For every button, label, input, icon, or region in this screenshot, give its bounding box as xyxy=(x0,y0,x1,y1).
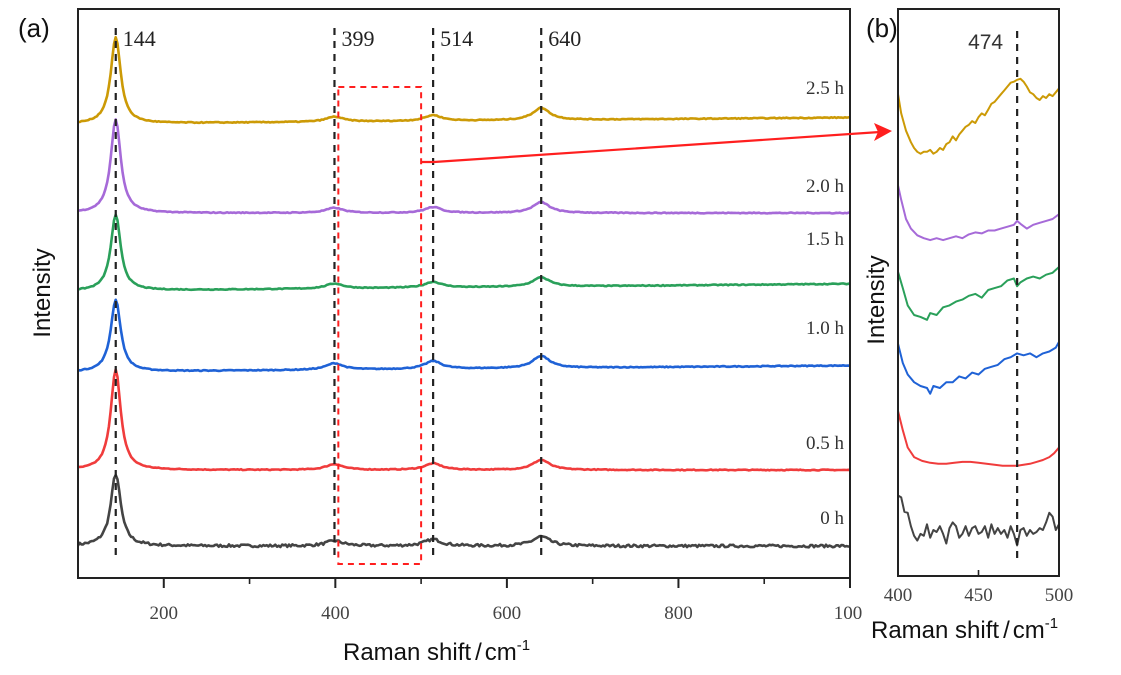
inset-trace-1-5-h xyxy=(897,266,1060,321)
series-label-1-0-h: 1.0 h xyxy=(806,318,845,339)
panel-a-peak-lines: 144 399 514 640 xyxy=(114,26,581,557)
panel-b-frame xyxy=(897,8,1060,577)
series-label-0-h: 0 h xyxy=(820,508,844,529)
panel-b-traces xyxy=(897,77,1060,547)
trace-2-0-h xyxy=(77,118,851,215)
trace-2-5-h xyxy=(78,35,851,125)
panel-a-traces xyxy=(76,35,851,549)
panel-a-plot: 144 399 514 640 200 400 600 800 100 0 h 0.5 h 1.0… xyxy=(29,8,863,666)
peak-label-144: 144 xyxy=(123,26,156,51)
panel-b-x-ticks: 400 450 500 xyxy=(884,570,1074,606)
trace-0-5-h xyxy=(77,368,851,472)
inset-peak-label-474: 474 xyxy=(968,31,1003,54)
series-label-0-5-h: 0.5 h xyxy=(806,433,845,454)
inset-trace-2-5-h xyxy=(897,77,1060,155)
inset-trace-0-5-h xyxy=(897,410,1060,467)
highlight-box xyxy=(337,86,423,565)
peak-label-514: 514 xyxy=(440,26,473,51)
x-tick-label-200: 200 xyxy=(150,603,179,624)
panel-a-x-ticks: 200 400 600 800 100 xyxy=(150,578,863,624)
trace-1-5-h xyxy=(77,213,851,292)
x-title-main: Raman shift xyxy=(343,639,471,666)
series-label-1-5-h: 1.5 h xyxy=(806,229,845,250)
zoom-arrow xyxy=(421,123,892,164)
panel-b-y-axis-title: Intensity xyxy=(863,255,890,344)
trace-1-0-h xyxy=(77,298,851,373)
inset-x-tick-label-400: 400 xyxy=(884,585,913,606)
panel-a-x-axis-title-text: Raman shift / cm-1 xyxy=(343,637,530,666)
series-label-2-5-h: 2.5 h xyxy=(806,78,845,99)
inset-trace-2-0-h xyxy=(897,185,1060,242)
panel-a-y-axis-title: Intensity xyxy=(29,248,56,337)
panel-b-x-axis-title: Raman shift / cm-1 xyxy=(871,615,1058,644)
highlight-rect xyxy=(337,86,423,565)
inset-x-tick-label-500: 500 xyxy=(1045,585,1074,606)
series-label-2-0-h: 2.0 h xyxy=(806,176,845,197)
arrow-head-icon xyxy=(874,123,892,141)
trace-0-h xyxy=(76,473,851,549)
inset-trace-0-h xyxy=(897,494,1060,547)
panel-b-peak-lines: 474 xyxy=(968,31,1019,562)
peak-label-640: 640 xyxy=(548,26,581,51)
x-tick-label-800: 800 xyxy=(664,603,693,624)
inset-trace-1-0-h xyxy=(897,341,1060,395)
peak-label-399: 399 xyxy=(341,26,374,51)
x-tick-label-1000: 100 xyxy=(834,603,863,624)
panel-a-label: (a) xyxy=(18,13,50,43)
arrow-line xyxy=(421,130,881,164)
inset-x-tick-label-450: 450 xyxy=(964,585,993,606)
panel-a-frame xyxy=(77,8,851,579)
x-tick-label-600: 600 xyxy=(493,603,522,624)
panel-b-x-axis-title-text: Raman shift / cm-1 xyxy=(871,615,1058,644)
panel-a-series-labels: 0 h 0.5 h 1.0 h 1.5 h 2.0 h 2.5 h xyxy=(806,78,845,529)
panel-a-x-axis-title: Raman shift / cm-1 xyxy=(343,637,530,666)
panel-b-label: (b) xyxy=(866,13,898,43)
x-tick-label-400: 400 xyxy=(321,603,350,624)
panel-b-plot: 474 400 450 500 Intensity Raman shift / cm-1 xyxy=(863,8,1074,644)
